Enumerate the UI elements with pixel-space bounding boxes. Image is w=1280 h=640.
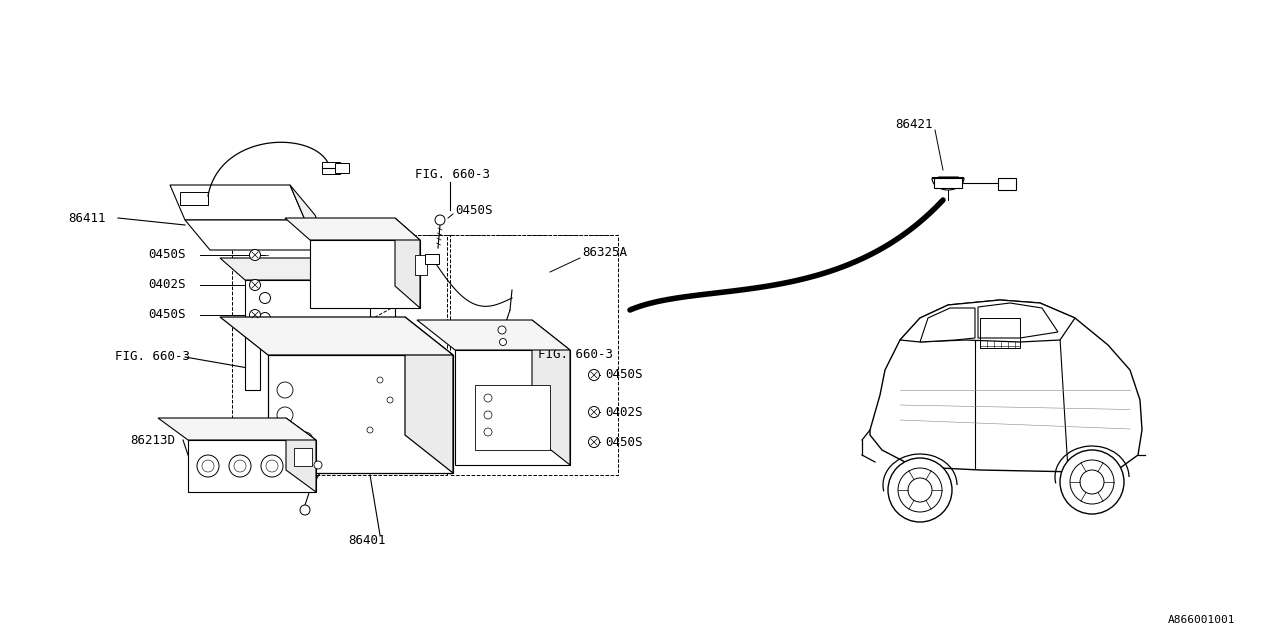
Bar xyxy=(232,235,447,475)
Polygon shape xyxy=(285,418,316,492)
Text: 86421: 86421 xyxy=(895,118,933,131)
Polygon shape xyxy=(157,418,316,440)
Circle shape xyxy=(1070,460,1114,504)
Circle shape xyxy=(260,333,270,344)
Circle shape xyxy=(297,432,314,448)
Text: 0402S: 0402S xyxy=(605,406,643,419)
Circle shape xyxy=(484,411,492,419)
Circle shape xyxy=(499,339,507,346)
Bar xyxy=(294,448,312,466)
Circle shape xyxy=(387,397,393,403)
Bar xyxy=(415,255,428,275)
Polygon shape xyxy=(932,178,964,190)
Circle shape xyxy=(589,406,599,417)
Circle shape xyxy=(266,460,278,472)
Text: FIG. 660-3: FIG. 660-3 xyxy=(415,168,490,182)
Polygon shape xyxy=(291,185,330,250)
Polygon shape xyxy=(244,280,370,390)
Polygon shape xyxy=(920,308,975,342)
Polygon shape xyxy=(220,258,370,280)
Circle shape xyxy=(260,292,270,303)
Polygon shape xyxy=(268,355,453,473)
Text: A866001001: A866001001 xyxy=(1169,615,1235,625)
Circle shape xyxy=(589,369,599,381)
Polygon shape xyxy=(417,320,570,350)
Circle shape xyxy=(378,377,383,383)
Polygon shape xyxy=(532,320,570,465)
Circle shape xyxy=(498,326,506,334)
Text: 0450S: 0450S xyxy=(454,204,493,216)
Polygon shape xyxy=(404,317,453,473)
Circle shape xyxy=(589,436,599,447)
Circle shape xyxy=(260,312,270,323)
Circle shape xyxy=(250,250,261,260)
Bar xyxy=(998,178,1016,190)
Text: 86411: 86411 xyxy=(68,211,105,225)
Bar xyxy=(475,385,550,450)
Circle shape xyxy=(197,455,219,477)
Text: 0450S: 0450S xyxy=(605,435,643,449)
Polygon shape xyxy=(900,300,1075,342)
Circle shape xyxy=(234,460,246,472)
Text: 86325A: 86325A xyxy=(582,246,627,259)
Circle shape xyxy=(899,468,942,512)
Circle shape xyxy=(202,460,214,472)
Text: FIG. 660-3: FIG. 660-3 xyxy=(538,349,613,362)
Circle shape xyxy=(314,461,323,469)
Polygon shape xyxy=(310,240,420,308)
Text: 86401: 86401 xyxy=(348,534,385,547)
Bar xyxy=(934,178,963,188)
Circle shape xyxy=(261,455,283,477)
Polygon shape xyxy=(396,218,420,308)
Polygon shape xyxy=(186,220,330,250)
Circle shape xyxy=(484,394,492,402)
Polygon shape xyxy=(170,185,305,220)
Text: 0450S: 0450S xyxy=(605,369,643,381)
Bar xyxy=(425,254,439,264)
Circle shape xyxy=(435,215,445,225)
Text: FIG. 660-3: FIG. 660-3 xyxy=(115,351,189,364)
Circle shape xyxy=(276,382,293,398)
Bar xyxy=(323,162,340,174)
Circle shape xyxy=(229,455,251,477)
Circle shape xyxy=(276,407,293,423)
Circle shape xyxy=(888,458,952,522)
Bar xyxy=(980,318,1020,348)
Text: 0450S: 0450S xyxy=(148,248,186,262)
Polygon shape xyxy=(978,303,1059,338)
Text: 0402S: 0402S xyxy=(148,278,186,291)
Polygon shape xyxy=(220,317,453,355)
Circle shape xyxy=(908,478,932,502)
Circle shape xyxy=(484,428,492,436)
Text: 0450S: 0450S xyxy=(148,308,186,321)
Circle shape xyxy=(367,427,372,433)
Bar xyxy=(451,235,618,475)
Circle shape xyxy=(250,310,261,321)
Circle shape xyxy=(250,280,261,291)
Circle shape xyxy=(300,505,310,515)
Polygon shape xyxy=(285,218,420,240)
Polygon shape xyxy=(454,350,570,465)
Circle shape xyxy=(1080,470,1103,494)
Polygon shape xyxy=(180,192,207,205)
Bar xyxy=(335,163,349,173)
Text: 86213D: 86213D xyxy=(131,433,175,447)
Polygon shape xyxy=(188,440,316,492)
Circle shape xyxy=(1060,450,1124,514)
Polygon shape xyxy=(870,300,1142,472)
